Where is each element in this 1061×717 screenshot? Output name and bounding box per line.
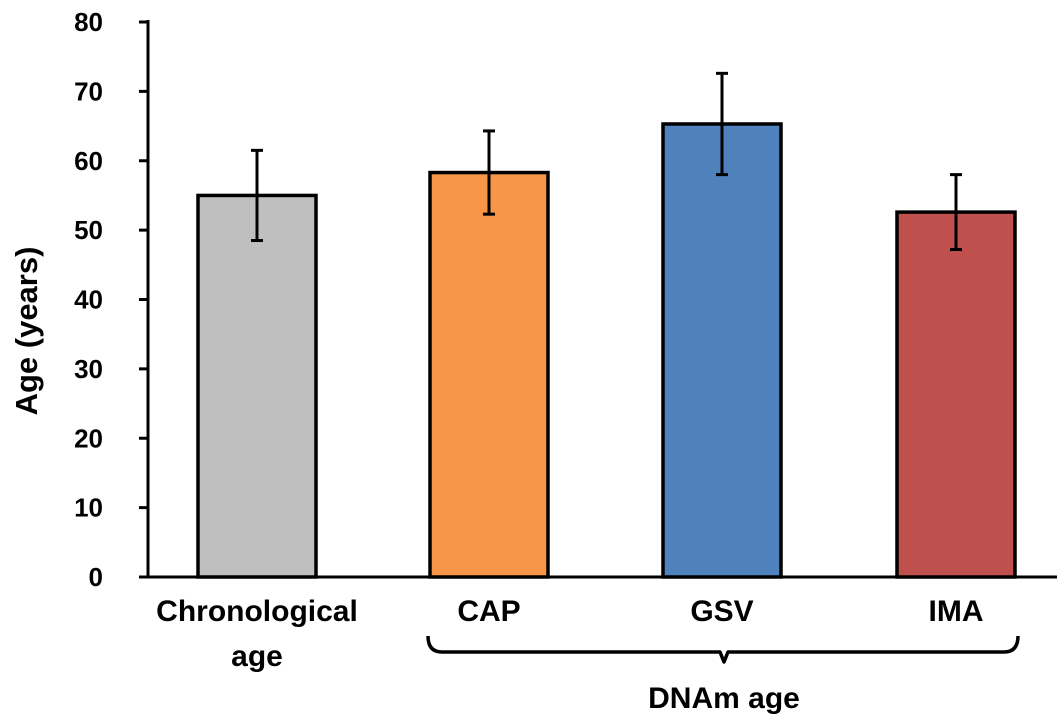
y-tick-label: 40 (74, 285, 103, 315)
y-tick-label: 70 (74, 76, 103, 106)
group-bracket-label: DNAm age (648, 682, 800, 715)
x-tick-label: Chronological (156, 595, 358, 628)
y-tick-label: 20 (74, 423, 103, 453)
y-tick-label: 60 (74, 146, 103, 176)
bar-gsv (661, 122, 783, 579)
bars-layer (196, 122, 1017, 579)
axes-layer (139, 20, 1057, 664)
bar-cap (428, 170, 550, 579)
x-tick-label: IMA (929, 595, 984, 628)
x-tick-label: CAP (457, 595, 520, 628)
bar-ima (895, 210, 1017, 579)
y-tick-label: 30 (74, 354, 103, 384)
labels-layer: Chronological age CAP GSV IMA 0 10 20 30 40 50 60 70… (74, 7, 983, 715)
error-bars-layer (251, 71, 962, 252)
y-tick-label: 0 (89, 562, 103, 592)
y-tick-label: 10 (74, 493, 103, 523)
bar-chronological-age (196, 193, 318, 579)
x-tick-label: age (231, 640, 283, 673)
y-tick-label: 80 (74, 7, 103, 37)
y-axis-title: Age (years) (9, 247, 44, 416)
x-tick-label: GSV (690, 595, 753, 628)
y-tick-label: 50 (74, 215, 103, 245)
group-bracket (426, 635, 1020, 664)
